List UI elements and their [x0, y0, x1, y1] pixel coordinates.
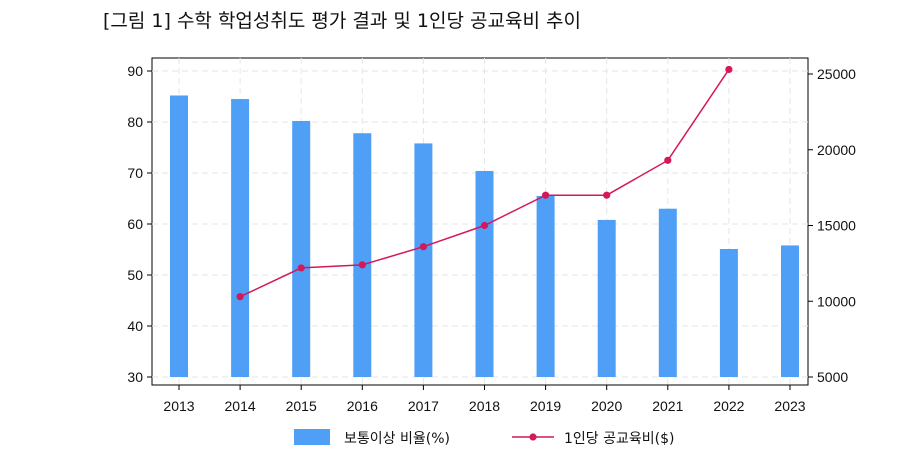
- x-tick-label: 2017: [408, 398, 439, 414]
- x-tick-label: 2022: [713, 398, 744, 414]
- left-tick-label: 90: [127, 63, 143, 79]
- chart-title: [그림 1] 수학 학업성취도 평가 결과 및 1인당 공교육비 추이: [103, 10, 581, 32]
- right-tick-label: 25000: [817, 66, 856, 82]
- left-tick-label: 80: [127, 114, 143, 130]
- left-tick-label: 60: [127, 216, 143, 232]
- x-tick-label: 2016: [347, 398, 378, 414]
- x-tick-label: 2013: [163, 398, 194, 414]
- bar: [231, 99, 250, 378]
- line-point: [725, 65, 733, 74]
- legend-swatch-point: [529, 433, 537, 441]
- line-point: [603, 191, 611, 199]
- line-point: [236, 293, 244, 301]
- line-point: [664, 156, 672, 164]
- bar: [475, 170, 494, 377]
- legend-label-bar: 보통이상 비율(%): [344, 431, 450, 447]
- x-tick-label: 2020: [591, 398, 622, 414]
- left-tick-label: 50: [127, 267, 143, 283]
- left-tick-label: 40: [127, 318, 143, 334]
- x-tick-label: 2018: [469, 398, 500, 414]
- bar: [536, 195, 555, 377]
- line-series: [236, 65, 733, 301]
- bar: [781, 245, 799, 377]
- bar: [170, 95, 188, 377]
- x-tick-label: 2015: [286, 398, 317, 414]
- x-tick-label: 2014: [225, 398, 256, 414]
- bar: [292, 120, 311, 377]
- right-tick-label: 10000: [817, 293, 856, 309]
- line-point: [358, 261, 366, 269]
- right-tick-label: 20000: [817, 142, 856, 158]
- bar: [597, 219, 616, 377]
- line-point: [297, 264, 305, 272]
- line-point: [419, 243, 427, 251]
- bar: [719, 248, 738, 377]
- line-point: [480, 221, 489, 230]
- right-tick-label: 15000: [817, 218, 856, 234]
- left-tick-label: 30: [127, 369, 143, 385]
- bar: [414, 143, 433, 377]
- left-tick-label: 70: [127, 165, 143, 181]
- legend-label-line: 1인당 공교육비($): [564, 431, 674, 447]
- legend-swatch-bar: [294, 429, 330, 445]
- line-point: [542, 191, 550, 199]
- axes: 30 40 50 60 70 80 90 5000 10000 15000 20000 25000 20…: [127, 63, 856, 414]
- x-tick-label: 2021: [652, 398, 683, 414]
- bar: [658, 208, 677, 377]
- bar: [353, 133, 372, 377]
- legend: 보통이상 비율(%) 1인당 공교육비($): [294, 429, 674, 447]
- x-tick-label: 2019: [530, 398, 561, 414]
- x-tick-label: 2023: [774, 398, 805, 414]
- right-tick-label: 5000: [817, 369, 848, 385]
